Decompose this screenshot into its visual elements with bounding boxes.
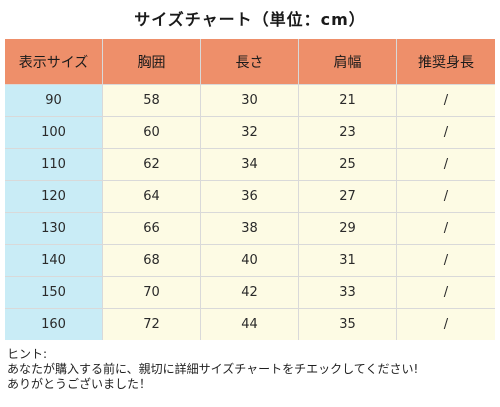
- shoulder-cell: 27: [299, 181, 397, 213]
- size-table: 表示サイズ 胸囲 長さ 肩幅 推奨身長 90 58 30 21 / 100 60…: [5, 39, 495, 340]
- hint-note: ヒント: あなたが購入する前に、親切に詳細サイズチャートをチエックしてください!…: [7, 347, 497, 392]
- height-cell: /: [397, 245, 495, 277]
- height-cell: /: [397, 213, 495, 245]
- height-cell: /: [397, 149, 495, 181]
- table-row: 110 62 34 25 /: [5, 149, 495, 181]
- hint-line-2: ありがとうございました！: [7, 377, 152, 391]
- size-cell: 90: [5, 85, 103, 117]
- shoulder-cell: 35: [299, 309, 397, 340]
- size-cell: 100: [5, 117, 103, 149]
- header-display-size: 表示サイズ: [5, 39, 103, 85]
- header-shoulder: 肩幅: [299, 39, 397, 85]
- shoulder-cell: 33: [299, 277, 397, 309]
- length-cell: 40: [201, 245, 299, 277]
- chest-cell: 70: [103, 277, 201, 309]
- shoulder-cell: 25: [299, 149, 397, 181]
- table-row: 100 60 32 23 /: [5, 117, 495, 149]
- chart-title: サイズチャート（単位：cm）: [134, 10, 366, 29]
- height-cell: /: [397, 117, 495, 149]
- chest-cell: 60: [103, 117, 201, 149]
- size-cell: 110: [5, 149, 103, 181]
- table-row: 130 66 38 29 /: [5, 213, 495, 245]
- chest-cell: 64: [103, 181, 201, 213]
- shoulder-cell: 31: [299, 245, 397, 277]
- height-cell: /: [397, 277, 495, 309]
- chest-cell: 66: [103, 213, 201, 245]
- height-cell: /: [397, 181, 495, 213]
- length-cell: 38: [201, 213, 299, 245]
- table-row: 90 58 30 21 /: [5, 85, 495, 117]
- length-cell: 44: [201, 309, 299, 340]
- header-length: 長さ: [201, 39, 299, 85]
- shoulder-cell: 23: [299, 117, 397, 149]
- chest-cell: 58: [103, 85, 201, 117]
- size-cell: 130: [5, 213, 103, 245]
- chest-cell: 62: [103, 149, 201, 181]
- hint-label: ヒント:: [7, 347, 48, 361]
- size-cell: 140: [5, 245, 103, 277]
- length-cell: 30: [201, 85, 299, 117]
- hint-line-1: あなたが購入する前に、親切に詳細サイズチャートをチエックしてください!: [7, 362, 419, 376]
- height-cell: /: [397, 85, 495, 117]
- chest-cell: 72: [103, 309, 201, 340]
- height-cell: /: [397, 309, 495, 340]
- size-cell: 160: [5, 309, 103, 340]
- length-cell: 32: [201, 117, 299, 149]
- shoulder-cell: 29: [299, 213, 397, 245]
- chest-cell: 68: [103, 245, 201, 277]
- length-cell: 36: [201, 181, 299, 213]
- size-cell: 150: [5, 277, 103, 309]
- table-row: 120 64 36 27 /: [5, 181, 495, 213]
- table-row: 140 68 40 31 /: [5, 245, 495, 277]
- header-recommended-height: 推奨身長: [397, 39, 495, 85]
- table-row: 160 72 44 35 /: [5, 309, 495, 340]
- shoulder-cell: 21: [299, 85, 397, 117]
- size-cell: 120: [5, 181, 103, 213]
- header-row: 表示サイズ 胸囲 長さ 肩幅 推奨身長: [5, 39, 495, 85]
- header-chest: 胸囲: [103, 39, 201, 85]
- length-cell: 42: [201, 277, 299, 309]
- table-row: 150 70 42 33 /: [5, 277, 495, 309]
- length-cell: 34: [201, 149, 299, 181]
